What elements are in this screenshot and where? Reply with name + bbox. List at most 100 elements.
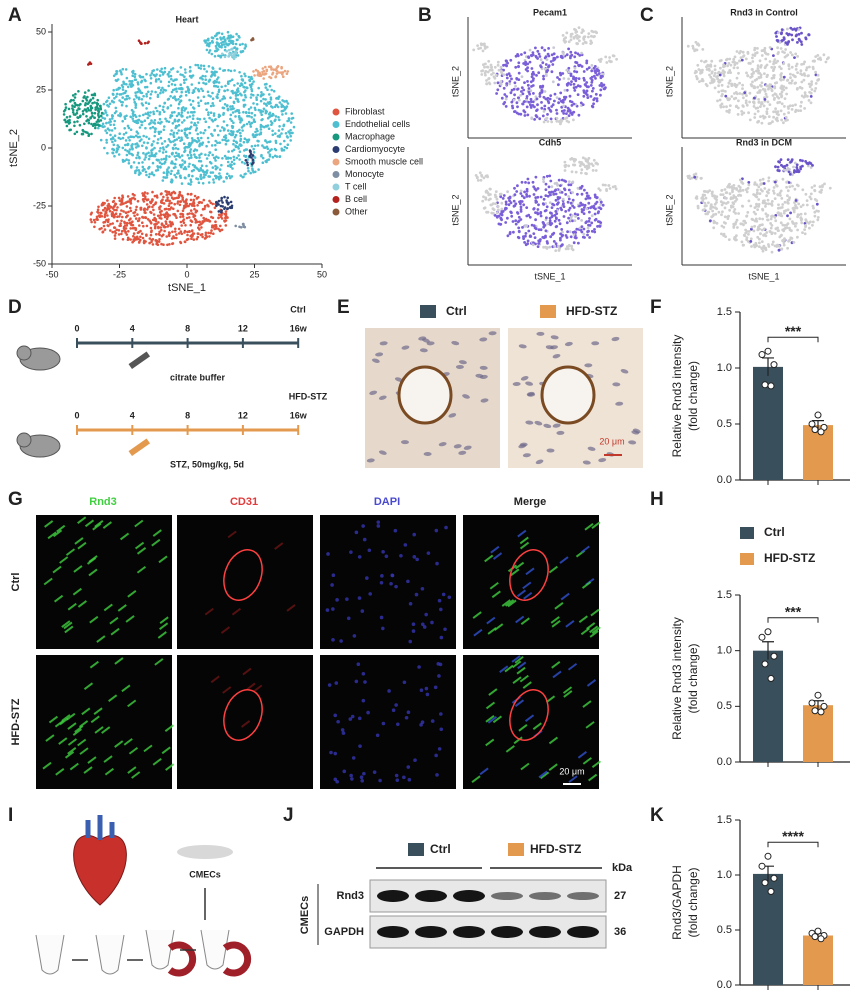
cell-dot <box>126 205 129 208</box>
cell-dot <box>783 113 786 116</box>
cell-dot <box>261 144 264 147</box>
cell-dot <box>179 175 182 178</box>
cell-dot <box>182 106 185 109</box>
cell-dot <box>128 97 131 100</box>
cell-dot <box>599 89 602 92</box>
cell-dot <box>243 124 246 127</box>
nucleus <box>412 533 416 537</box>
cell-dot <box>549 180 552 183</box>
cell-dot <box>520 210 523 213</box>
cell-dot <box>535 189 538 192</box>
y-axis-label: Rnd3/GAPDH <box>670 865 684 940</box>
cell-dot <box>735 91 738 94</box>
cell-dot <box>557 101 560 104</box>
cell-dot <box>195 124 198 127</box>
cell-dot <box>522 89 525 92</box>
cell-dot <box>198 160 201 163</box>
cell-dot <box>719 104 722 107</box>
cell-dot <box>130 210 133 213</box>
cell-dot <box>539 95 542 98</box>
cell-dot <box>500 83 503 86</box>
cell-dot <box>547 120 550 123</box>
nucleus <box>421 623 425 627</box>
cell-dot <box>157 87 160 90</box>
cell-dot <box>736 226 739 229</box>
cell-dot <box>284 108 287 111</box>
legend-label: Fibroblast <box>345 106 385 116</box>
cell-dot <box>736 77 739 80</box>
cell-dot <box>176 138 179 141</box>
cell-dot <box>557 83 560 86</box>
cell-dot <box>109 223 112 226</box>
cell-dot <box>228 49 231 52</box>
legend-label: Ctrl <box>446 304 467 318</box>
cell-dot <box>773 87 776 90</box>
cell-dot <box>526 188 529 191</box>
cell-dot <box>180 194 183 197</box>
cell-dot <box>711 81 714 84</box>
cell-dot <box>109 134 112 137</box>
cell-dot <box>500 202 503 205</box>
cell-dot <box>172 122 175 125</box>
cell-dot <box>198 224 201 227</box>
cell-dot <box>728 238 731 241</box>
cell-dot <box>802 204 805 207</box>
cell-dot <box>743 54 746 57</box>
cell-dot <box>256 103 259 106</box>
cell-dot <box>573 89 576 92</box>
cell-dot <box>98 124 101 127</box>
cell-dot <box>756 191 759 194</box>
cell-dot <box>141 192 144 195</box>
cell-dot <box>727 215 730 218</box>
cell-dot <box>107 221 110 224</box>
cell-dot <box>271 73 274 76</box>
mouse-head <box>17 433 31 447</box>
cell-dot <box>608 56 611 59</box>
cell-dot <box>91 107 94 110</box>
cell-dot <box>800 69 803 72</box>
x-tick-label: 50 <box>317 269 327 279</box>
cell-dot <box>735 234 738 237</box>
cell-dot <box>572 119 575 122</box>
cell-dot <box>226 89 229 92</box>
cell-dot <box>567 107 570 110</box>
cell-dot <box>206 44 209 47</box>
cell-dot <box>180 221 183 224</box>
cell-dot <box>573 37 576 40</box>
cell-dot <box>536 196 539 199</box>
cell-dot <box>536 108 539 111</box>
cell-dot <box>256 130 259 133</box>
cell-dot <box>789 104 792 107</box>
cell-dot <box>239 140 242 143</box>
cell-dot <box>766 75 769 78</box>
cell-dot <box>587 227 590 230</box>
cell-dot <box>577 187 580 190</box>
cell-dot <box>200 67 203 70</box>
cell-dot <box>76 120 79 123</box>
cell-dot <box>179 83 182 86</box>
cell-dot <box>546 58 549 61</box>
cell-dot <box>220 176 223 179</box>
cell-dot <box>150 152 153 155</box>
cell-dot <box>180 166 183 169</box>
y-tick-label: 1.0 <box>717 869 732 881</box>
cell-dot <box>544 194 547 197</box>
cell-dot <box>150 93 153 96</box>
cell-dot <box>160 89 163 92</box>
cell-dot <box>554 214 557 217</box>
cell-dot <box>485 83 488 86</box>
cell-dot <box>129 116 132 119</box>
cell-dot <box>92 97 95 100</box>
cell-dot <box>796 229 799 232</box>
cell-dot <box>239 92 242 95</box>
cell-dot <box>230 90 233 93</box>
cell-dot <box>151 199 154 202</box>
cell-dot <box>252 158 255 161</box>
cell-dot <box>247 170 250 173</box>
cell-dot <box>783 212 786 215</box>
treatment-label: citrate buffer <box>170 372 226 382</box>
cell-dot <box>211 41 214 44</box>
cell-dot <box>224 85 227 88</box>
cell-dot <box>590 95 593 98</box>
cell-dot <box>181 213 184 216</box>
